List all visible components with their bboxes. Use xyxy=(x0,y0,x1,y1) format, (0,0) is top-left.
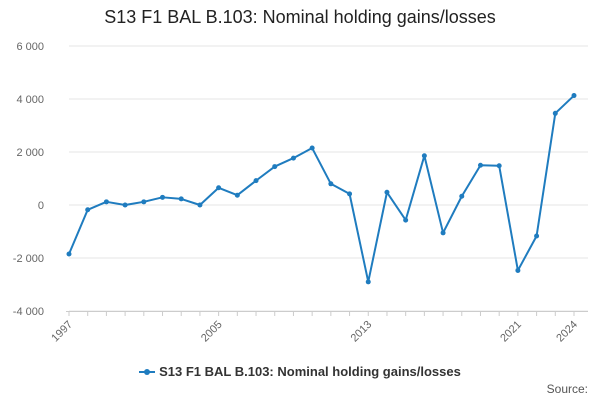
data-point[interactable] xyxy=(440,230,446,236)
data-point[interactable] xyxy=(552,110,558,116)
data-point[interactable] xyxy=(216,185,222,191)
y-tick-label: -4 000 xyxy=(13,306,44,318)
data-point[interactable] xyxy=(309,145,315,151)
data-point[interactable] xyxy=(66,251,72,257)
x-tick-label: 2021 xyxy=(498,319,524,345)
data-point[interactable] xyxy=(347,191,353,197)
data-point[interactable] xyxy=(197,202,203,208)
data-point[interactable] xyxy=(272,164,278,170)
legend-label: S13 F1 BAL B.103: Nominal holding gains/… xyxy=(159,364,461,379)
legend-marker-icon xyxy=(139,366,156,378)
y-axis-ticks: 6 000 4 000 2 000 0 -2 000 -4 000 xyxy=(13,41,44,318)
data-point[interactable] xyxy=(141,199,147,205)
data-point[interactable] xyxy=(160,194,166,200)
x-axis-ticks: 1997 2005 2013 2021 2024 xyxy=(49,311,588,344)
series-line xyxy=(68,94,575,283)
data-point[interactable] xyxy=(122,202,128,208)
y-tick-label: 2 000 xyxy=(16,147,44,159)
data-point[interactable] xyxy=(178,196,184,202)
y-tick-label: -2 000 xyxy=(13,253,44,265)
x-tick-label: 2013 xyxy=(349,319,375,345)
data-point[interactable] xyxy=(85,207,91,213)
data-point[interactable] xyxy=(253,178,259,184)
series-layer xyxy=(66,93,577,285)
data-point[interactable] xyxy=(515,267,521,273)
data-point[interactable] xyxy=(421,153,427,159)
data-point[interactable] xyxy=(534,233,540,239)
data-point[interactable] xyxy=(571,93,577,99)
x-tick-label: 2005 xyxy=(199,319,225,345)
data-point[interactable] xyxy=(477,162,483,168)
data-point[interactable] xyxy=(290,155,296,161)
data-point[interactable] xyxy=(496,163,502,169)
x-tick-label: 2024 xyxy=(554,319,580,345)
y-tick-label: 6 000 xyxy=(16,41,44,53)
data-point[interactable] xyxy=(234,192,240,198)
legend[interactable]: S13 F1 BAL B.103: Nominal holding gains/… xyxy=(0,364,600,379)
data-point[interactable] xyxy=(403,217,409,223)
y-tick-label: 0 xyxy=(38,200,44,212)
y-tick-label: 4 000 xyxy=(16,94,44,106)
x-tick-label: 1997 xyxy=(49,319,75,345)
gridlines xyxy=(69,45,588,312)
data-point[interactable] xyxy=(384,189,390,195)
data-point[interactable] xyxy=(365,279,371,285)
data-point[interactable] xyxy=(328,181,334,187)
source-label: Source: xyxy=(546,382,588,396)
chart-title: S13 F1 BAL B.103: Nominal holding gains/… xyxy=(104,7,496,27)
data-point[interactable] xyxy=(103,199,109,205)
data-point[interactable] xyxy=(459,193,465,199)
